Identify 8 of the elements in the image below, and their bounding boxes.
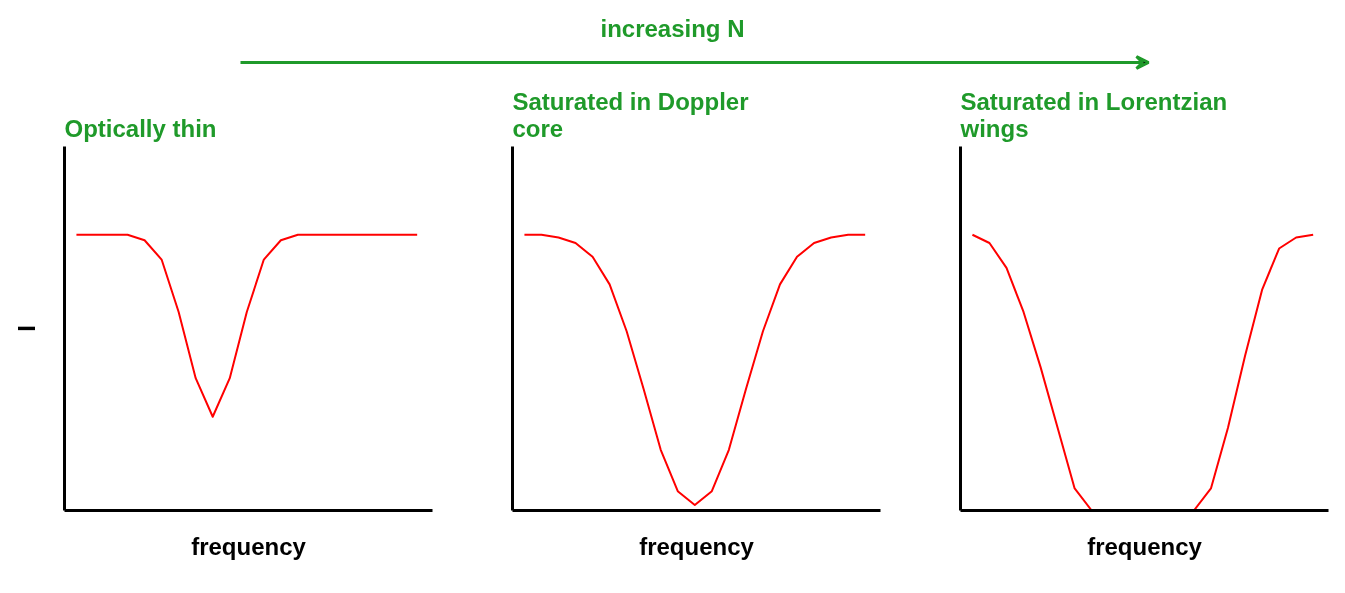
x-axis-title: frequency xyxy=(1087,532,1203,560)
chart-title: Optically thin xyxy=(64,114,217,142)
x-axis-title: frequency xyxy=(639,532,755,560)
chart-title: Saturated in Lorentzian wings xyxy=(959,87,1228,142)
y-axis-title: I xyxy=(12,325,40,332)
text: increasing N xyxy=(600,15,745,42)
x-axis-title: frequency xyxy=(191,532,307,560)
chart-title: Saturated in Doppler core xyxy=(512,87,749,142)
